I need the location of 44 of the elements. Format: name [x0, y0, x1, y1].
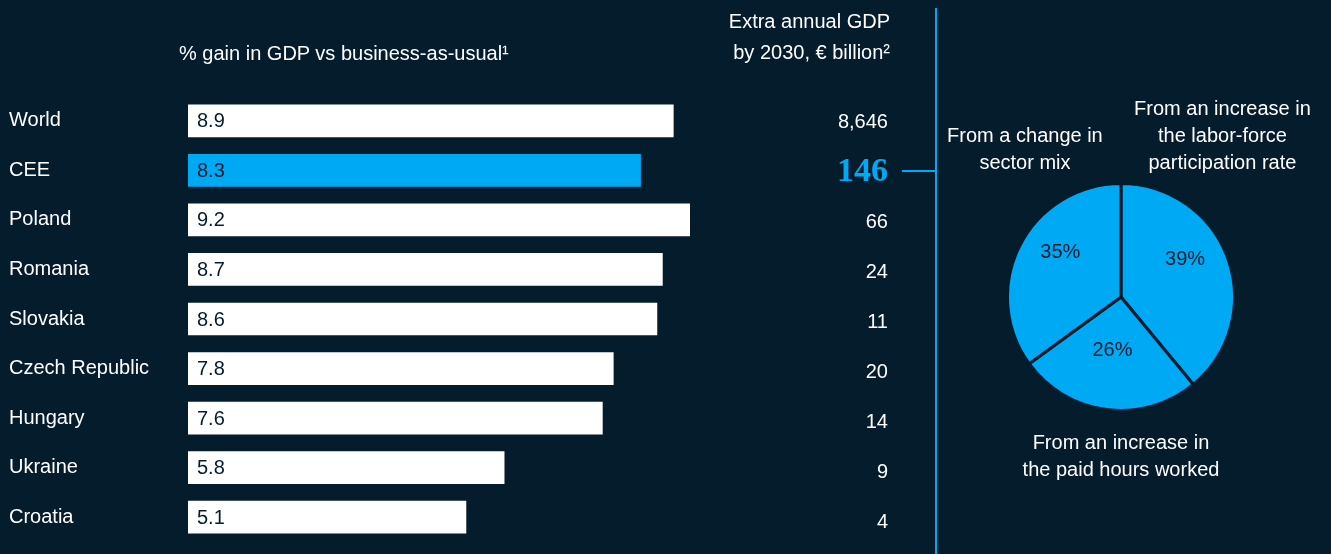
y-tick-label: CEE — [9, 157, 51, 180]
text: 24 — [865, 260, 888, 282]
chart-title: % gain in GDP vs business-as-usual¹ — [179, 41, 509, 66]
y-tick-label: World — [9, 108, 61, 131]
y-tick-label: Ukraine — [9, 455, 78, 478]
bar — [188, 104, 674, 138]
data-label: 8.7 — [197, 257, 225, 280]
data-label: 5.1 — [197, 505, 225, 528]
slice-label: From a change in sector mix — [946, 122, 1104, 175]
data-label: 5.8 — [197, 456, 225, 479]
bar — [188, 153, 641, 187]
bar — [188, 500, 467, 534]
data-label: 7.8 — [197, 357, 225, 380]
text: 9 — [876, 460, 888, 482]
slice-label: From an increase in the labor-force participation rate — [1133, 95, 1312, 175]
text: 11 — [867, 310, 888, 332]
bar — [188, 253, 663, 286]
y-tick-label: Czech Republic — [9, 356, 150, 379]
y-tick-label: Croatia — [9, 504, 75, 527]
text: 66 — [865, 210, 888, 232]
text: 8,646 — [837, 110, 888, 132]
y-tick-label: Hungary — [9, 405, 85, 428]
y-tick-label: Poland — [9, 207, 72, 230]
data-label: 9.2 — [197, 208, 225, 231]
text: 4 — [876, 510, 888, 532]
data-label: 39% — [1165, 247, 1206, 270]
data-label: 8.6 — [197, 307, 225, 330]
y-tick-label: Slovakia — [9, 306, 86, 329]
slice-label: From an increase in the paid hours worked — [1021, 429, 1221, 482]
bar — [188, 451, 505, 485]
text: 146 — [837, 151, 888, 188]
bar — [188, 302, 658, 336]
bar — [188, 203, 690, 237]
data-label: 7.6 — [197, 406, 225, 429]
bar — [188, 401, 603, 435]
data-label: 8.9 — [197, 109, 225, 132]
data-label: 26% — [1092, 338, 1133, 361]
data-label: 35% — [1040, 239, 1081, 262]
data-label: 8.3 — [197, 158, 225, 181]
text: 14 — [865, 410, 888, 432]
y-tick-label: Romania — [9, 256, 90, 279]
text: 20 — [865, 360, 888, 382]
bar — [188, 352, 614, 385]
text: Extra annual GDP by 2030, € billion² — [727, 9, 890, 65]
